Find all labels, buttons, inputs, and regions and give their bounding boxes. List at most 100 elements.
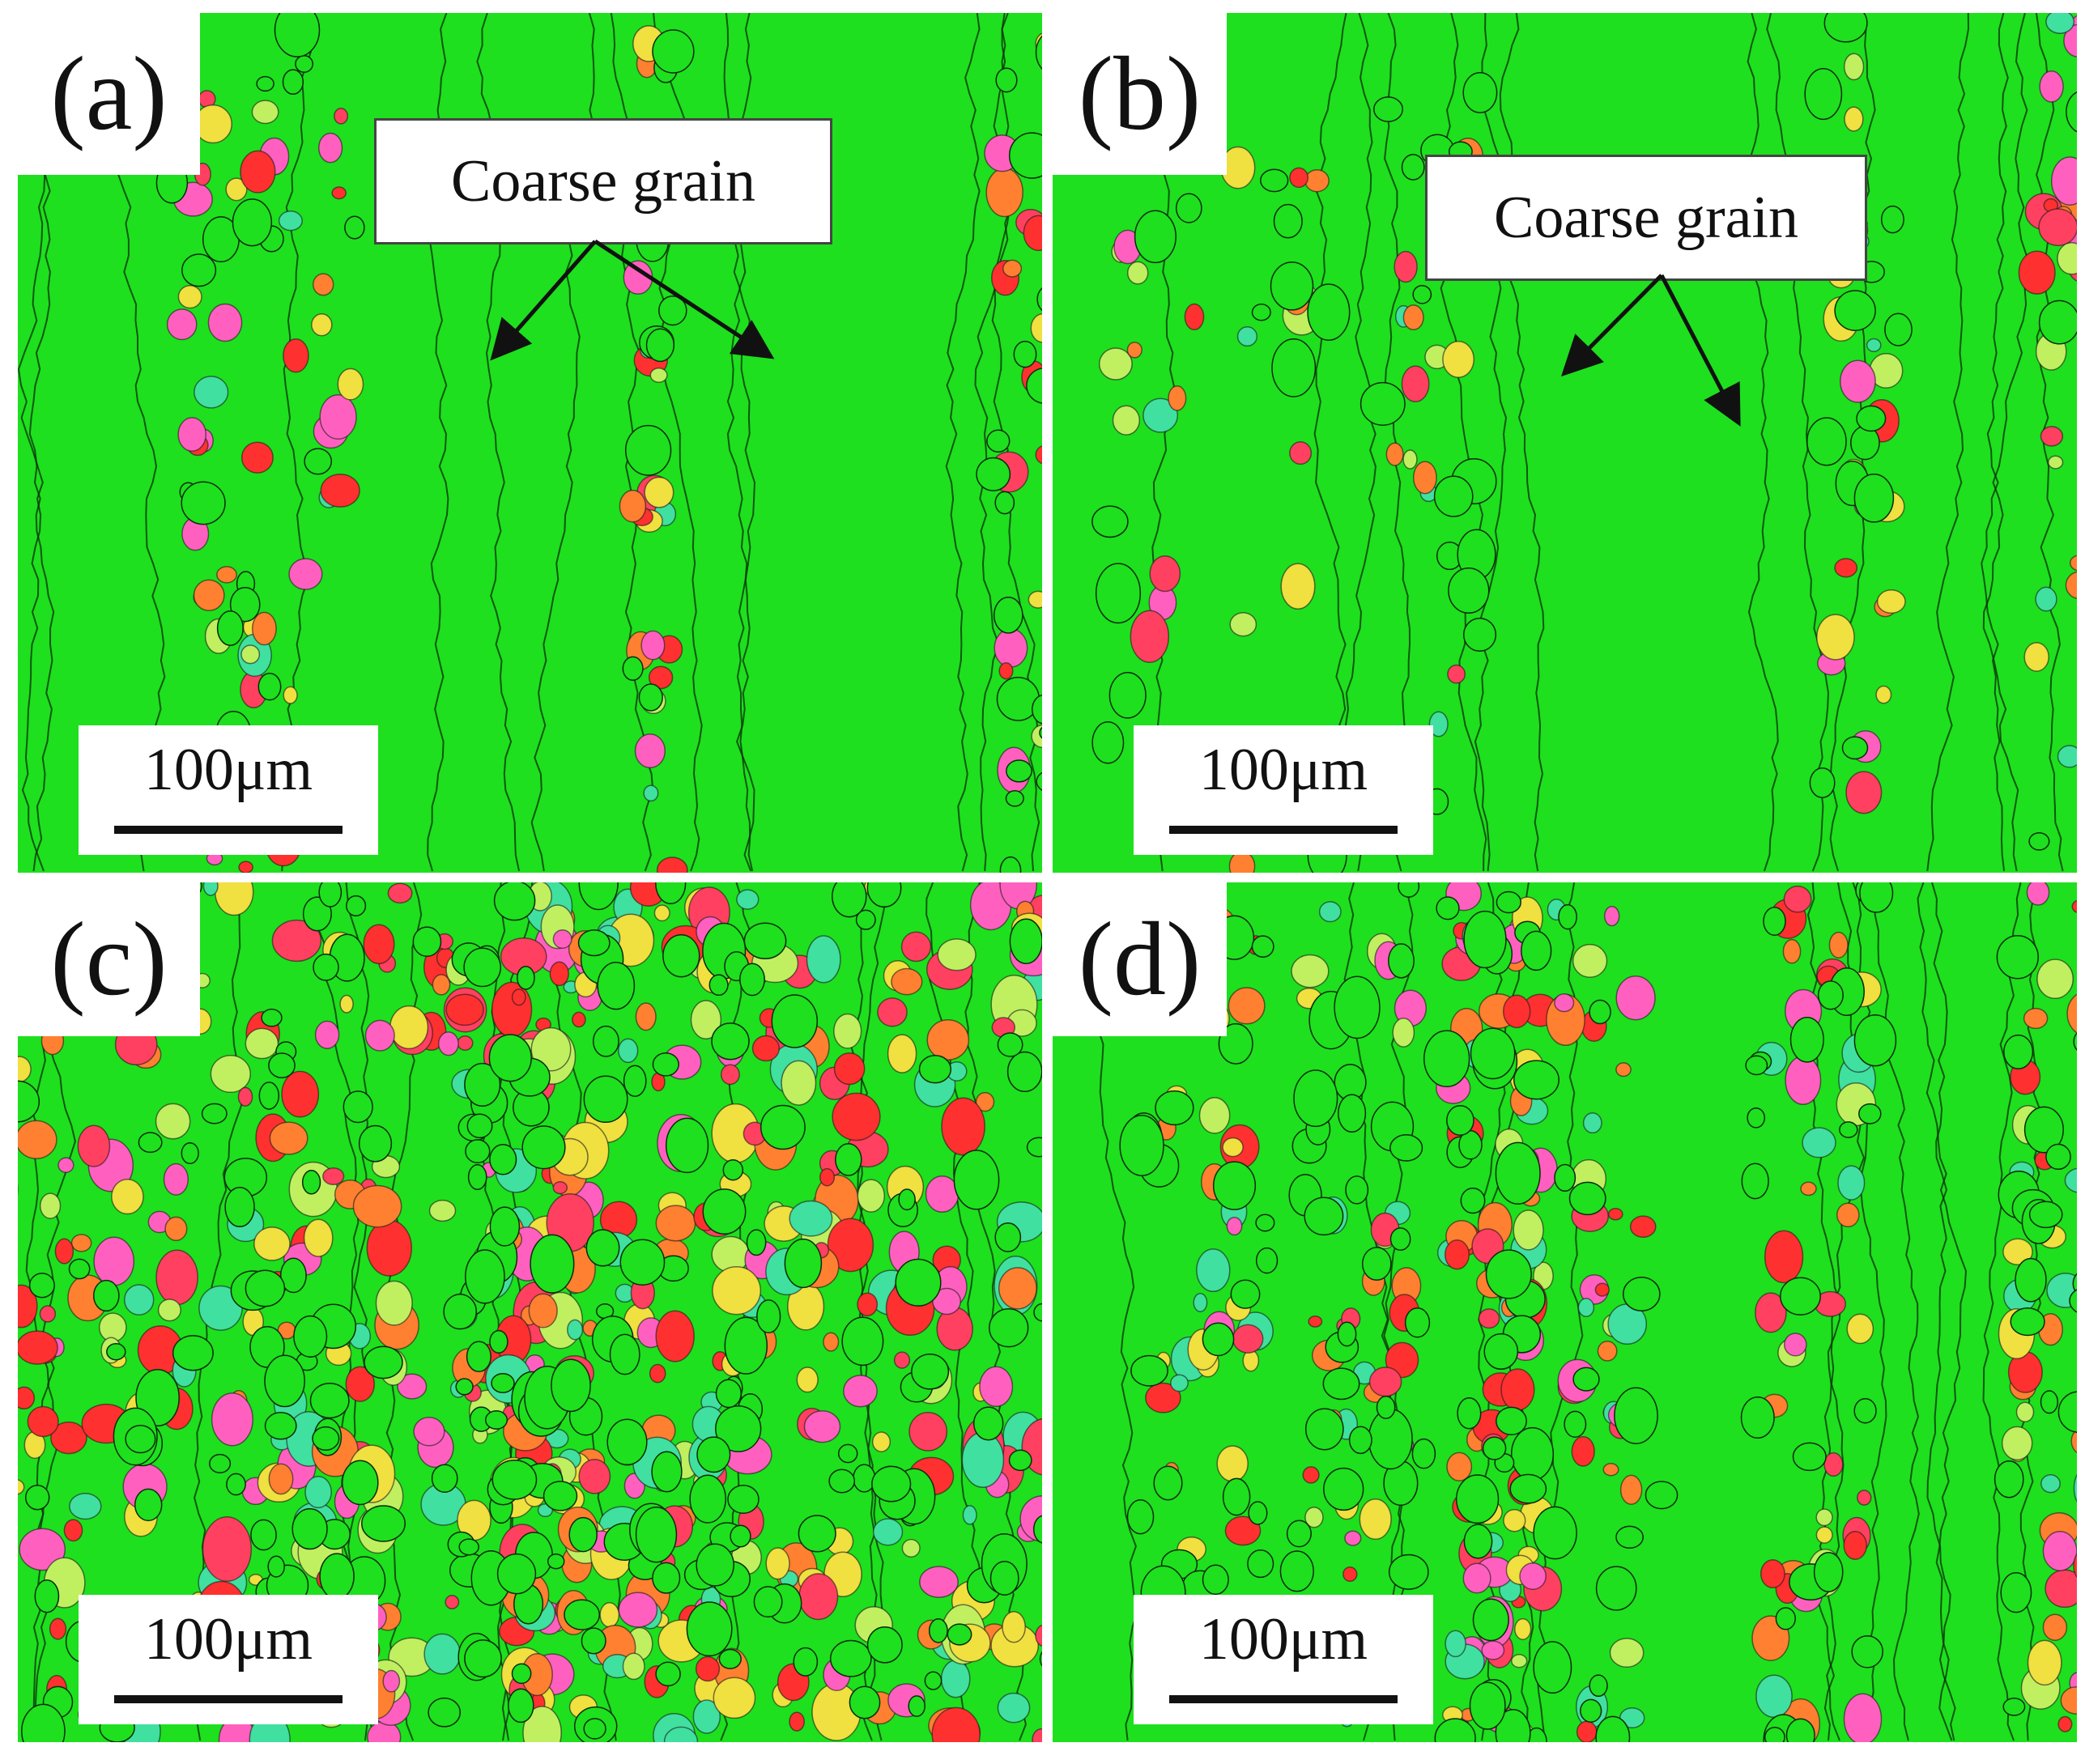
fine-grain [1359,1498,1392,1541]
matrix-grain [1119,1115,1164,1176]
fine-grain [1478,1308,1500,1329]
matrix-grain [898,1188,916,1211]
fine-grain [656,856,688,873]
fine-grain [1445,1630,1466,1658]
matrix-grain [1433,475,1474,517]
fine-grain [893,1351,911,1369]
matrix-grain [1595,1715,1631,1742]
fine-grain [1002,1611,1026,1643]
fine-grain [1412,461,1437,495]
matrix-grain [1153,1465,1183,1501]
fine-grain [901,1538,921,1558]
matrix-grain [753,1586,783,1618]
ebsd-map-panel-b: (b) Coarse grain 100μm [1053,13,2077,873]
matrix-grain [1496,1406,1527,1435]
matrix-grain [665,1117,709,1174]
fine-grain [1126,261,1149,285]
matrix-grain [1091,505,1129,538]
fine-grain [1609,1638,1645,1668]
matrix-grain [568,1516,598,1553]
matrix-grain [1496,891,1521,914]
fine-grain [552,929,572,950]
fine-grain [819,1167,836,1187]
fine-grain [1184,303,1205,331]
fine-grain [1035,1624,1042,1647]
matrix-grain [592,1025,619,1057]
matrix-grain [138,1132,163,1154]
matrix-grain [1859,882,1894,913]
fine-grain [1836,1202,1860,1228]
fine-grain [1514,1617,1532,1640]
fine-grain [1304,168,1330,193]
fine-grain [713,1677,756,1719]
matrix-grain [443,1294,478,1330]
fine-grain [1032,1728,1042,1742]
matrix-grain [291,1507,328,1550]
ebsd-orientation-map-d [1053,882,2077,1742]
matrix-grain [702,1188,747,1235]
matrix-grain [1622,1277,1661,1311]
matrix-grain [606,1418,648,1466]
fine-grain [1783,1333,1807,1357]
fine-grain [18,1479,25,1495]
fine-grain [649,1363,666,1384]
fine-grain [1236,326,1258,347]
matrix-grain [342,1460,379,1506]
fine-grain [2064,1167,2077,1193]
matrix-grain [1533,1641,1572,1694]
matrix-grain [1533,1506,1577,1560]
matrix-grain [1035,35,1042,70]
fine-grain [2050,156,2077,206]
fine-grain [1481,1640,1505,1660]
matrix-grain [1817,980,1844,1010]
fine-grain [1030,312,1042,343]
matrix-grain [849,1685,881,1719]
matrix-grain [1286,1520,1312,1548]
matrix-grain [1260,168,1289,193]
matrix-grain [489,1329,508,1354]
fine-grain [1385,442,1404,466]
fine-grain [549,961,569,987]
fine-grain [1866,338,1882,353]
matrix-grain [1126,1499,1155,1535]
fine-grain [635,1002,657,1031]
matrix-grain [1202,1322,1235,1357]
fine-grain [522,1706,562,1742]
fine-grain [312,273,334,296]
matrix-grain [2072,1273,2077,1294]
matrix-grain [1361,1247,1392,1282]
fine-grain [1289,167,1309,189]
matrix-grain [2028,1201,2063,1229]
fine-grain [1228,987,1266,1025]
matrix-grain [597,962,636,1010]
matrix-grain [1996,935,2039,980]
fine-grain [288,558,323,590]
matrix-grain [465,1249,505,1304]
matrix-grain [895,1258,942,1307]
fine-grain [2073,1473,2077,1503]
fine-grain [1511,1653,1528,1668]
fine-grain [2060,1686,2077,1715]
matrix-grain [1572,1367,1600,1392]
matrix-grain [1839,1121,1858,1138]
fine-grain [437,1031,459,1056]
fine-grain [2036,959,2074,1000]
matrix-grain [1202,1564,1229,1596]
fine-grain [240,441,274,474]
fine-grain [1594,1282,1610,1297]
matrix-grain [1036,771,1042,791]
fine-grain [1783,885,1812,913]
fine-grain [164,1216,188,1242]
fine-grain [225,177,248,202]
matrix-grain [508,1688,534,1724]
matrix-grain [652,1052,679,1077]
matrix-grain [1388,943,1415,979]
fine-grain [1619,1474,1643,1505]
matrix-grain [1389,1134,1423,1162]
fine-grain [1394,250,1418,283]
fine-grain [457,1035,474,1051]
matrix-grain [609,1333,640,1375]
matrix-grain [662,934,700,978]
fine-grain [1843,1693,1883,1742]
matrix-grain [1230,1279,1261,1309]
